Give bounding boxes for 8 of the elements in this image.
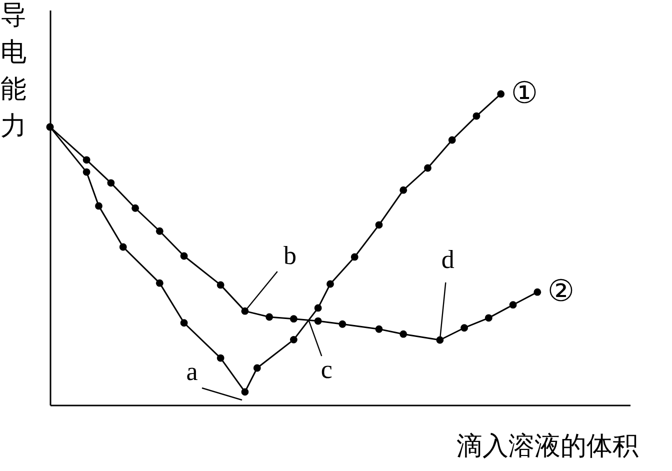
annotation: b xyxy=(283,241,296,270)
x-axis-title: 滴入溶液的体积 xyxy=(456,432,638,460)
y-axis-title: 导电能力 xyxy=(0,0,26,140)
annotation: c xyxy=(320,355,332,384)
series-label: ② xyxy=(547,275,574,308)
series-label: ① xyxy=(510,76,538,110)
annotation: a xyxy=(186,357,198,386)
annotation: d xyxy=(441,244,454,274)
